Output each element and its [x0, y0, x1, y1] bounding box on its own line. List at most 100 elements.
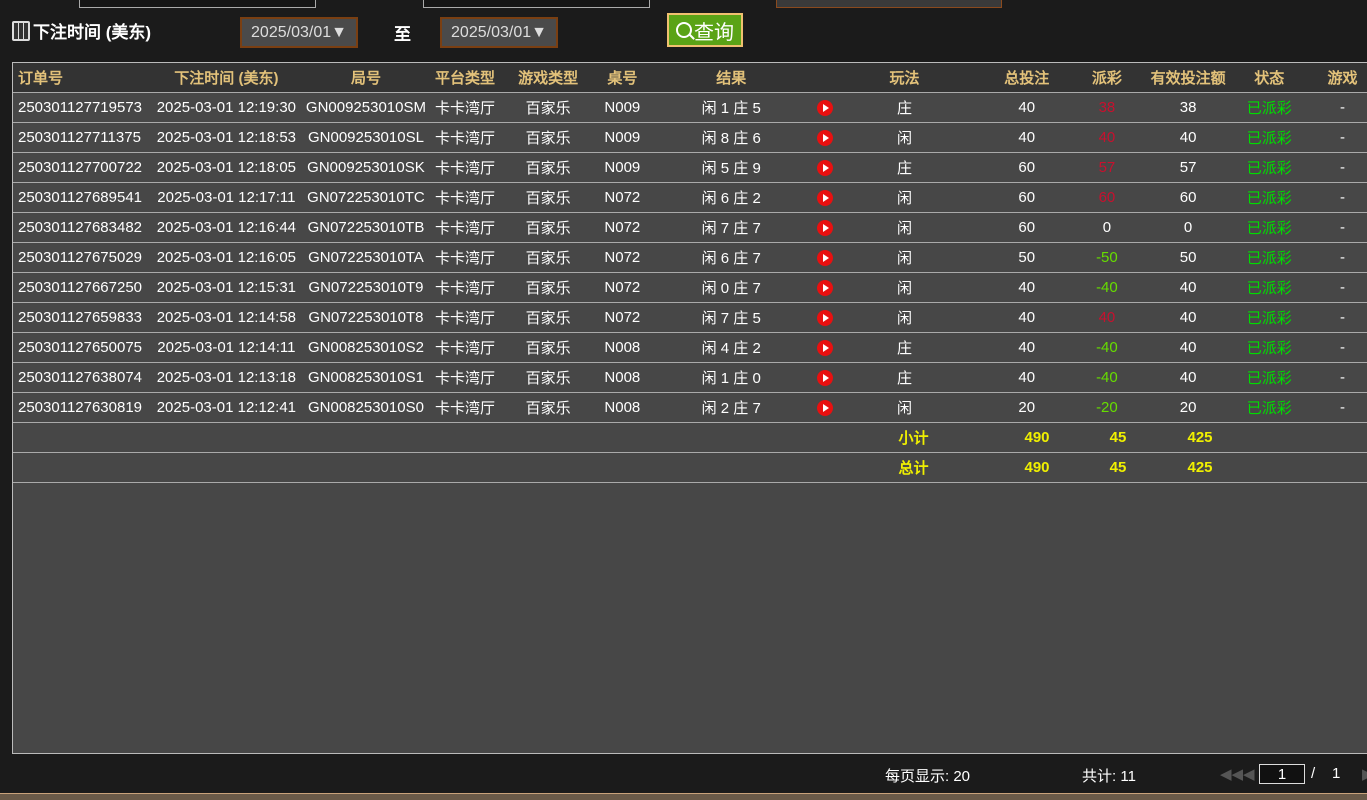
end-date-select[interactable]: 2025/03/01▼ — [440, 17, 558, 48]
play-replay-icon[interactable] — [817, 310, 834, 327]
bet-time-cell: 2025-03-01 12:12:41 — [156, 399, 297, 416]
total-label: 总计 — [898, 460, 929, 477]
total-row: 总计 490 45 425 — [13, 453, 1367, 483]
replay-cell[interactable] — [813, 279, 838, 297]
game-cell: - — [1340, 339, 1345, 356]
status-cell: 已派彩 — [1246, 250, 1292, 267]
game-cell: - — [1340, 369, 1345, 386]
table-no-cell: N072 — [604, 219, 641, 236]
game-type-cell: 百家乐 — [525, 310, 571, 327]
table-no-cell: N009 — [604, 99, 641, 116]
replay-cell[interactable] — [813, 369, 838, 387]
round-id-cell: GN072253010TB — [307, 219, 425, 236]
total-bet-cell: 40 — [1018, 309, 1036, 326]
table-row: 250301127667250 2025-03-01 12:15:31 GN0722… — [13, 273, 1367, 303]
bet-type-cell: 庄 — [896, 340, 912, 357]
table-no-cell: N072 — [604, 189, 641, 206]
replay-cell[interactable] — [813, 309, 838, 327]
replay-cell[interactable] — [813, 129, 838, 147]
first-page-icon[interactable]: ◀◀ — [1220, 766, 1244, 783]
replay-cell[interactable] — [813, 189, 838, 207]
status-cell: 已派彩 — [1246, 130, 1292, 147]
replay-cell[interactable] — [813, 339, 838, 357]
bet-time-cell: 2025-03-01 12:17:11 — [157, 189, 296, 206]
result-cell: 闲 2 庄 7 — [701, 400, 761, 417]
order-id-cell: 250301127719573 — [18, 99, 143, 116]
play-replay-icon[interactable] — [817, 190, 834, 207]
subtotal-bet: 490 — [1024, 429, 1050, 446]
start-date-select[interactable]: 2025/03/01▼ — [240, 17, 358, 48]
query-button[interactable]: 查询 — [667, 13, 743, 47]
platform-cell: 卡卡湾厅 — [434, 190, 495, 207]
total-bet-cell: 40 — [1018, 129, 1036, 146]
total-bet-cell: 20 — [1018, 399, 1036, 416]
bet-type-cell: 庄 — [896, 100, 912, 117]
valid-bet-cell: 0 — [1183, 219, 1193, 236]
payout-cell: -20 — [1096, 399, 1118, 416]
page-input[interactable] — [1259, 764, 1305, 784]
per-page: 每页显示: 20 — [885, 768, 971, 785]
status-cell: 已派彩 — [1246, 370, 1292, 387]
play-replay-icon[interactable] — [817, 220, 834, 237]
bet-time-cell: 2025-03-01 12:19:30 — [156, 99, 297, 116]
replay-cell[interactable] — [813, 99, 838, 117]
valid-bet-cell: 40 — [1179, 369, 1197, 386]
replay-cell[interactable] — [813, 249, 838, 267]
next-page-icon[interactable]: ▶ — [1362, 765, 1367, 783]
game-type-cell: 百家乐 — [525, 130, 571, 147]
play-replay-icon[interactable] — [817, 250, 834, 267]
prev-page-icon[interactable]: ◀ — [1243, 766, 1255, 783]
order-id-cell: 250301127700722 — [18, 159, 143, 176]
calendar-icon — [12, 20, 30, 41]
bottom-banner — [0, 793, 1367, 800]
replay-cell[interactable] — [813, 219, 838, 237]
to-label: 至 — [394, 25, 411, 44]
play-replay-icon[interactable] — [817, 340, 834, 357]
result-cell: 闲 6 庄 7 — [701, 250, 761, 267]
valid-bet-cell: 20 — [1179, 399, 1197, 416]
order-id-cell: 250301127711375 — [18, 129, 141, 146]
platform-cell: 卡卡湾厅 — [434, 370, 495, 387]
column-header: 订单号 — [18, 70, 64, 87]
result-cell: 闲 1 庄 0 — [701, 370, 761, 387]
table-no-cell: N008 — [604, 339, 641, 356]
bet-type-cell: 闲 — [896, 310, 912, 327]
play-replay-icon[interactable] — [817, 130, 834, 147]
valid-bet-cell: 40 — [1179, 339, 1197, 356]
total-bet-cell: 40 — [1018, 369, 1036, 386]
top-input-2[interactable] — [423, 0, 650, 8]
play-replay-icon[interactable] — [817, 100, 834, 117]
game-type-cell: 百家乐 — [525, 400, 571, 417]
payout-cell: 40 — [1098, 129, 1116, 146]
query-label: 查询 — [694, 21, 734, 44]
top-input-1[interactable] — [79, 0, 316, 8]
bet-type-cell: 闲 — [896, 220, 912, 237]
play-replay-icon[interactable] — [817, 370, 834, 387]
replay-cell[interactable] — [813, 159, 838, 177]
subtotal-label: 小计 — [898, 430, 929, 447]
game-type-cell: 百家乐 — [525, 370, 571, 387]
table-no-cell: N008 — [604, 369, 641, 386]
replay-cell[interactable] — [813, 399, 838, 417]
round-id-cell: GN008253010S1 — [307, 369, 424, 386]
result-cell: 闲 7 庄 5 — [701, 310, 761, 327]
game-cell: - — [1340, 99, 1345, 116]
bet-type-cell: 庄 — [896, 370, 912, 387]
result-cell: 闲 0 庄 7 — [701, 280, 761, 297]
game-cell: - — [1340, 309, 1345, 326]
valid-bet-cell: 57 — [1179, 159, 1197, 176]
search-icon — [676, 22, 692, 38]
platform-cell: 卡卡湾厅 — [434, 340, 495, 357]
result-cell: 闲 6 庄 2 — [701, 190, 761, 207]
table-no-cell: N009 — [604, 129, 641, 146]
game-cell: - — [1340, 189, 1345, 206]
valid-bet-cell: 40 — [1179, 309, 1197, 326]
play-replay-icon[interactable] — [817, 280, 834, 297]
play-replay-icon[interactable] — [817, 400, 834, 417]
top-select[interactable] — [776, 0, 1002, 8]
play-replay-icon[interactable] — [817, 160, 834, 177]
bet-time-cell: 2025-03-01 12:16:44 — [156, 219, 297, 236]
bet-time-cell: 2025-03-01 12:14:58 — [156, 309, 297, 326]
status-cell: 已派彩 — [1246, 160, 1292, 177]
platform-cell: 卡卡湾厅 — [434, 100, 495, 117]
